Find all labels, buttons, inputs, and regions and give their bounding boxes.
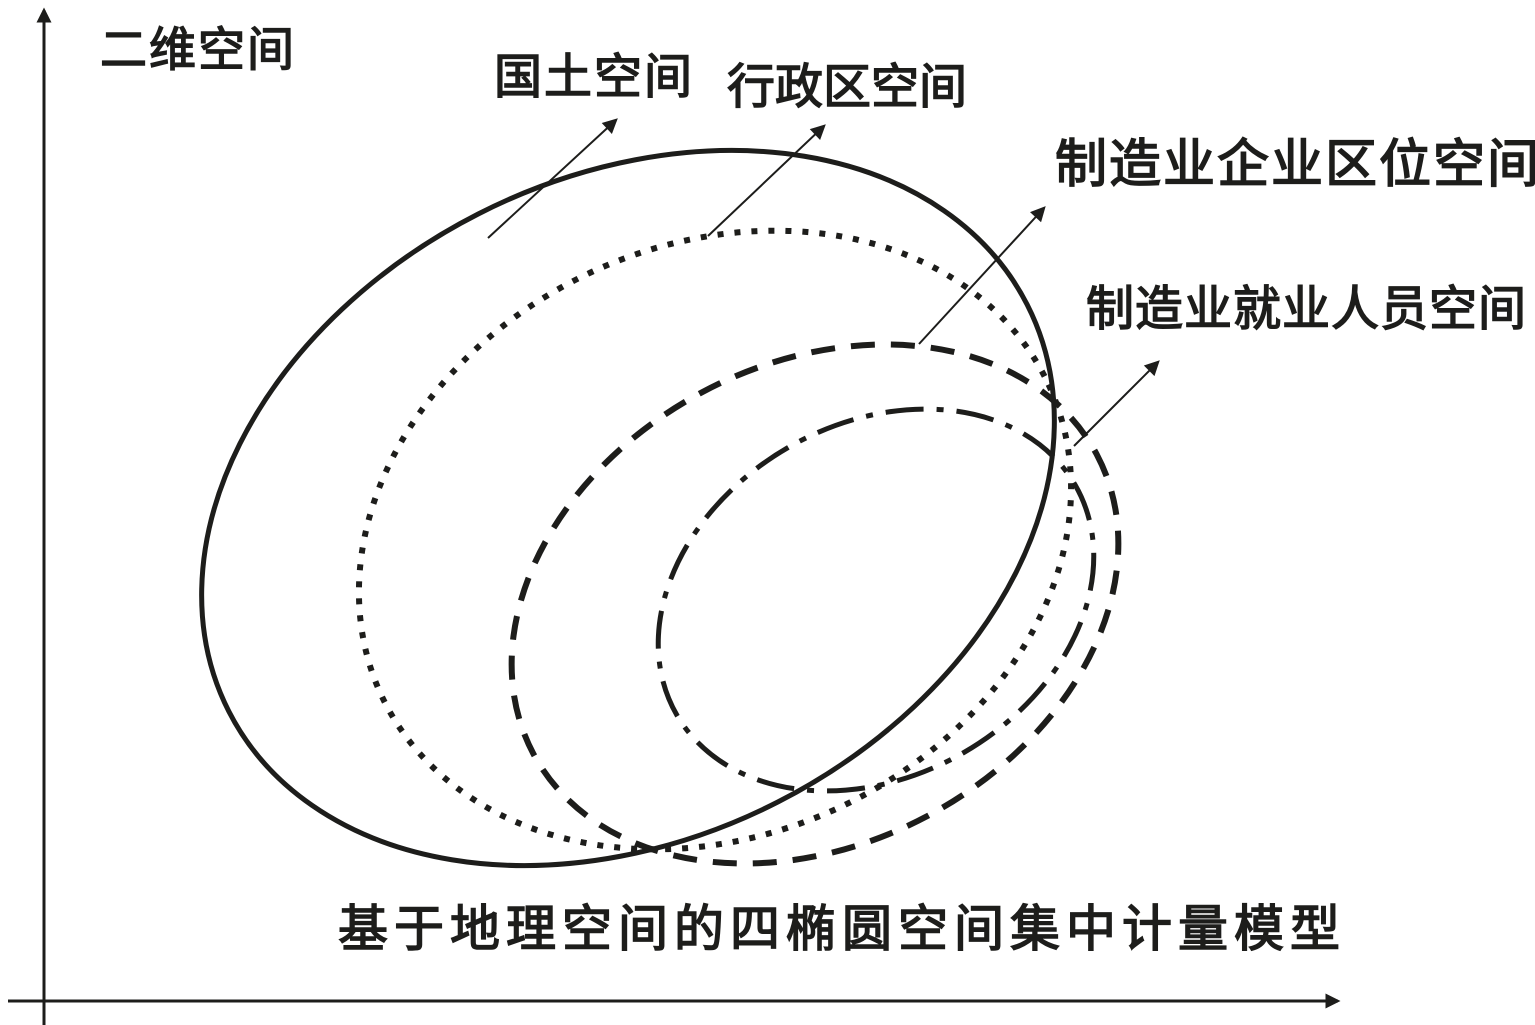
ellipse-enterprise-location-dashed: [508, 341, 1122, 867]
ellipse-national-territory-solid: [199, 147, 1057, 869]
label-2d-space: 二维空间: [100, 23, 296, 78]
arrow-to-employment-label: [1073, 360, 1160, 447]
arrow-to-administrative-region-label: [707, 124, 826, 237]
arrow-to-enterprise-location-label: [918, 206, 1046, 345]
arrow-to-national-territory-label: [487, 118, 618, 239]
label-manufacturing-enterprise-location-space: 制造业企业区位空间: [1055, 134, 1535, 195]
ellipse-employment-dashdot: [655, 406, 1097, 794]
label-manufacturing-employment-space: 制造业就业人员空间: [1086, 281, 1528, 337]
figure-caption: 基于地理空间的四椭圆空间集中计量模型: [338, 899, 1346, 958]
ellipse-administrative-region-dotted: [355, 227, 1075, 853]
label-administrative-region-space: 行政区空间: [727, 59, 968, 115]
label-national-territory-space: 国土空间: [494, 49, 695, 105]
